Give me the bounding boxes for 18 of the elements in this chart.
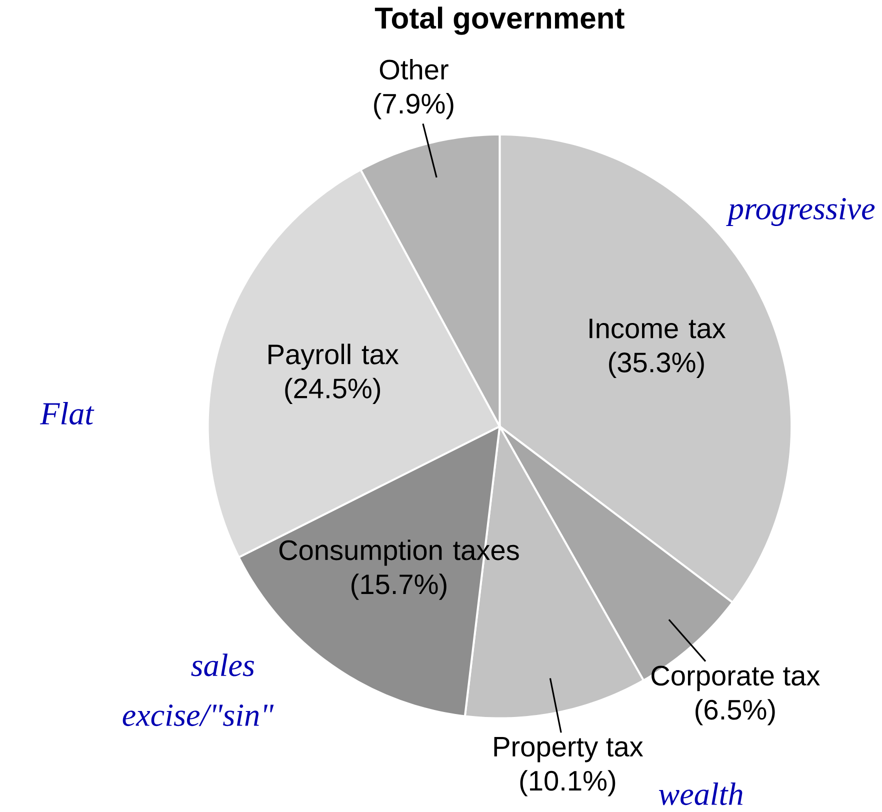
data-label: (35.3%) — [609, 352, 704, 378]
text: wealth — [658, 782, 742, 806]
slice-label: Payroll tax — [268, 344, 399, 370]
data-label: (15.7%) — [352, 574, 446, 600]
slice-label: Other — [380, 59, 448, 80]
slice-label: Corporate tax — [652, 666, 820, 692]
slice-label: Consumption taxes — [279, 540, 519, 566]
data-label: (10.1%) — [520, 770, 616, 796]
slice-label: Income tax — [590, 318, 726, 338]
text: sales — [191, 654, 254, 676]
data-label: (6.5%) — [696, 699, 775, 726]
text: excise/"sin" — [122, 704, 274, 726]
text: progressive — [726, 198, 875, 226]
data-label: (7.9%) — [374, 93, 454, 120]
chart-title: Total government — [374, 6, 624, 35]
slice-label: Property tax — [494, 737, 644, 762]
text: Flat — [40, 402, 94, 425]
data-label: (24.5%) — [285, 378, 380, 404]
